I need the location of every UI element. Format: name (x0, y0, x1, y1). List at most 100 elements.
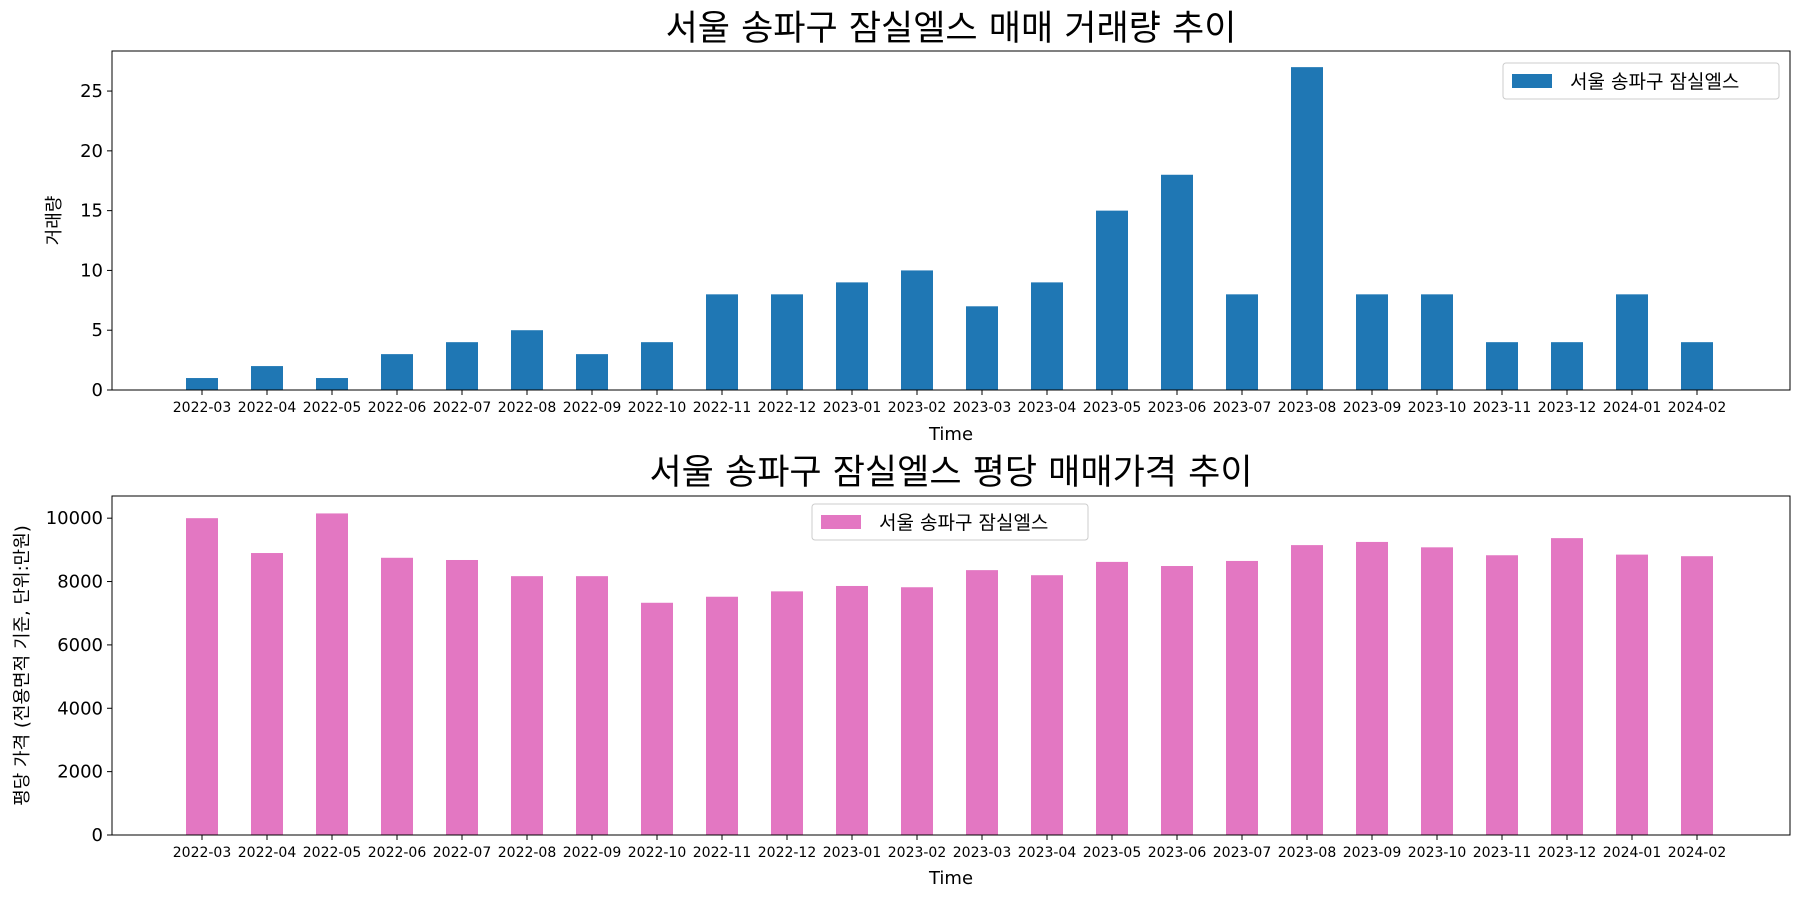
x-tick-label: 2022-11 (693, 845, 752, 861)
legend-label: 서울 송파구 잠실엘스 (879, 512, 1048, 534)
x-axis-label: Time (928, 424, 973, 445)
bar-2023-11 (1486, 342, 1518, 390)
bar-2022-09 (576, 576, 608, 835)
bar-2022-05 (316, 378, 348, 390)
bar-2023-04 (1031, 282, 1063, 390)
bar-2022-04 (251, 366, 283, 390)
bar-2022-06 (381, 354, 413, 390)
y-tick-label: 0 (92, 825, 103, 846)
bar-2023-09 (1356, 541, 1388, 835)
x-tick-label: 2022-04 (238, 845, 297, 861)
bar-2024-01 (1616, 294, 1648, 390)
plot-frame (111, 50, 1791, 391)
x-tick-label: 2023-06 (1148, 400, 1207, 416)
y-axis-label: 거래량 (44, 196, 65, 246)
bar-2023-04 (1031, 575, 1063, 835)
x-tick-label: 2023-08 (1278, 400, 1337, 416)
x-tick-label: 2023-05 (1083, 400, 1142, 416)
bar-2023-07 (1226, 560, 1258, 835)
x-tick-label: 2022-10 (628, 400, 687, 416)
x-tick-label: 2023-12 (1538, 400, 1597, 416)
x-tick-label: 2022-04 (238, 400, 297, 416)
x-tick-label: 2022-11 (693, 400, 752, 416)
x-tick-label: 2022-09 (563, 400, 622, 416)
bar-2023-08 (1291, 67, 1323, 391)
x-tick-label: 2024-02 (1668, 845, 1727, 861)
y-axis-label: 평당 가격 (전용면적 기준, 단위:만원) (12, 525, 33, 806)
x-tick-label: 2023-11 (1473, 400, 1532, 416)
y-tick-label: 10 (80, 260, 103, 281)
x-tick-label: 2022-05 (303, 845, 362, 861)
x-tick-label: 2022-12 (758, 845, 817, 861)
x-tick-label: 2023-07 (1213, 845, 1272, 861)
x-tick-label: 2023-02 (888, 400, 947, 416)
x-tick-label: 2022-10 (628, 845, 687, 861)
bar-2022-03 (186, 378, 218, 390)
x-tick-label: 2022-08 (498, 400, 557, 416)
bar-2024-02 (1681, 556, 1713, 835)
x-tick-label: 2023-03 (953, 400, 1012, 416)
x-tick-label: 2024-01 (1603, 845, 1662, 861)
y-tick-label: 10000 (46, 508, 103, 529)
x-tick-label: 2023-12 (1538, 845, 1597, 861)
bar-2023-12 (1551, 342, 1583, 390)
bar-2023-07 (1226, 294, 1258, 390)
bar-2023-10 (1421, 294, 1453, 390)
x-tick-label: 2023-07 (1213, 400, 1272, 416)
x-tick-label: 2022-07 (433, 400, 492, 416)
bar-2023-05 (1096, 561, 1128, 835)
bar-2023-01 (836, 585, 868, 835)
x-tick-label: 2022-07 (433, 845, 492, 861)
x-tick-label: 2023-10 (1408, 400, 1467, 416)
y-tick-label: 8000 (57, 572, 103, 593)
bar-2023-08 (1291, 545, 1323, 835)
bar-2023-12 (1551, 538, 1583, 835)
y-tick-label: 2000 (57, 762, 103, 783)
plot-frame (111, 495, 1791, 836)
x-tick-label: 2022-09 (563, 845, 622, 861)
bar-2022-03 (186, 518, 218, 835)
bar-2022-10 (641, 342, 673, 390)
y-tick-label: 0 (92, 380, 103, 401)
bar-2022-10 (641, 602, 673, 835)
bar-2022-08 (511, 576, 543, 835)
bar-2022-07 (446, 559, 478, 835)
x-tick-label: 2023-05 (1083, 845, 1142, 861)
x-tick-label: 2022-06 (368, 400, 427, 416)
bar-2023-03 (966, 306, 998, 390)
x-tick-label: 2022-06 (368, 845, 427, 861)
legend-box (811, 503, 1089, 541)
bar-2023-02 (901, 587, 933, 835)
x-tick-label: 2022-12 (758, 400, 817, 416)
x-tick-label: 2023-01 (823, 845, 882, 861)
x-tick-label: 2022-05 (303, 400, 362, 416)
bar-2023-11 (1486, 555, 1518, 835)
legend-label: 서울 송파구 잠실엘스 (1570, 71, 1739, 93)
bar-2022-12 (771, 294, 803, 390)
x-tick-label: 2022-03 (173, 845, 232, 861)
bar-2022-05 (316, 513, 348, 835)
y-tick-label: 15 (80, 201, 103, 222)
bar-2022-07 (446, 342, 478, 390)
y-tick-label: 5 (92, 320, 103, 341)
x-tick-label: 2023-04 (1018, 400, 1077, 416)
x-tick-label: 2022-03 (173, 400, 232, 416)
x-axis-label: Time (928, 868, 973, 889)
bar-2022-06 (381, 557, 413, 835)
bar-2022-12 (771, 591, 803, 835)
bar-2022-08 (511, 330, 543, 390)
x-tick-label: 2023-03 (953, 845, 1012, 861)
bar-2022-11 (706, 596, 738, 835)
bar-2022-09 (576, 354, 608, 390)
x-tick-label: 2023-01 (823, 400, 882, 416)
x-tick-label: 2023-02 (888, 845, 947, 861)
bar-2024-02 (1681, 342, 1713, 390)
x-tick-label: 2023-08 (1278, 845, 1337, 861)
chart-title: 서울 송파구 잠실엘스 평당 매매가격 추이 (649, 453, 1252, 493)
bar-2024-01 (1616, 554, 1648, 835)
bar-2023-06 (1161, 174, 1193, 390)
x-tick-label: 2023-09 (1343, 845, 1402, 861)
x-tick-label: 2024-01 (1603, 400, 1662, 416)
bar-2023-06 (1161, 566, 1193, 835)
